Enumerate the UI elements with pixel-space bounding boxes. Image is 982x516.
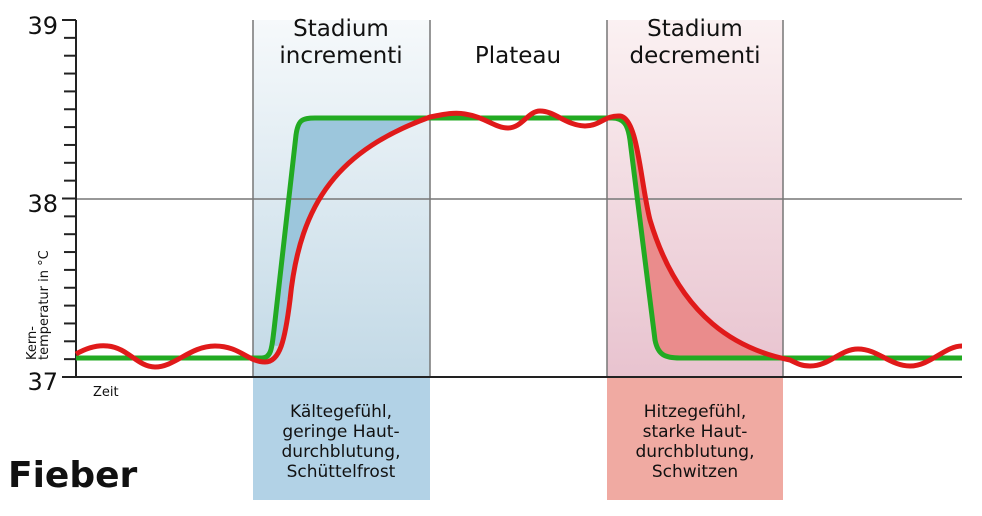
y-axis-label: Kern- temperatur in °C (25, 250, 52, 360)
x-axis-label: Zeit (93, 385, 119, 400)
y-tick-38: 38 (27, 190, 58, 218)
incrementi-fill-area (274, 117, 430, 346)
svg-text:Kältegefühl,: Kältegefühl, (290, 402, 392, 422)
svg-text:geringe Haut-: geringe Haut- (282, 422, 399, 442)
phase-incrementi-title-2: incrementi (279, 43, 402, 69)
svg-text:Schwitzen: Schwitzen (652, 462, 738, 482)
decrementi-note-box (607, 377, 783, 500)
svg-text:Kern-: Kern- (25, 326, 40, 360)
phase-decrementi-title-2: decrementi (629, 43, 760, 69)
temperature-curve (74, 108, 963, 370)
svg-text:durchblutung,: durchblutung, (282, 442, 401, 462)
decrementi-note: Hitzegefühl, starke Haut- durchblutung, … (636, 402, 755, 482)
svg-text:Hitzegefühl,: Hitzegefühl, (644, 402, 746, 422)
y-tick-37: 37 (27, 368, 58, 396)
svg-text:durchblutung,: durchblutung, (636, 442, 755, 462)
phase-dividers (76, 20, 962, 377)
diagram-title: Fieber (8, 455, 138, 496)
axes (62, 19, 962, 378)
phase-plateau-title: Plateau (475, 43, 561, 69)
setpoint-curve (76, 115, 962, 361)
svg-text:temperatur in °C: temperatur in °C (37, 250, 52, 360)
incrementi-note: Kältegefühl, geringe Haut- durchblutung,… (282, 402, 401, 482)
phase-incrementi-title-1: Stadium (293, 16, 389, 42)
y-tick-39: 39 (27, 12, 58, 40)
svg-text:starke Haut-: starke Haut- (643, 422, 748, 442)
incrementi-note-box (253, 377, 430, 500)
phase-decrementi-title-1: Stadium (647, 16, 743, 42)
svg-text:Schüttelfrost: Schüttelfrost (287, 462, 396, 482)
decrementi-fill-area (620, 116, 775, 358)
